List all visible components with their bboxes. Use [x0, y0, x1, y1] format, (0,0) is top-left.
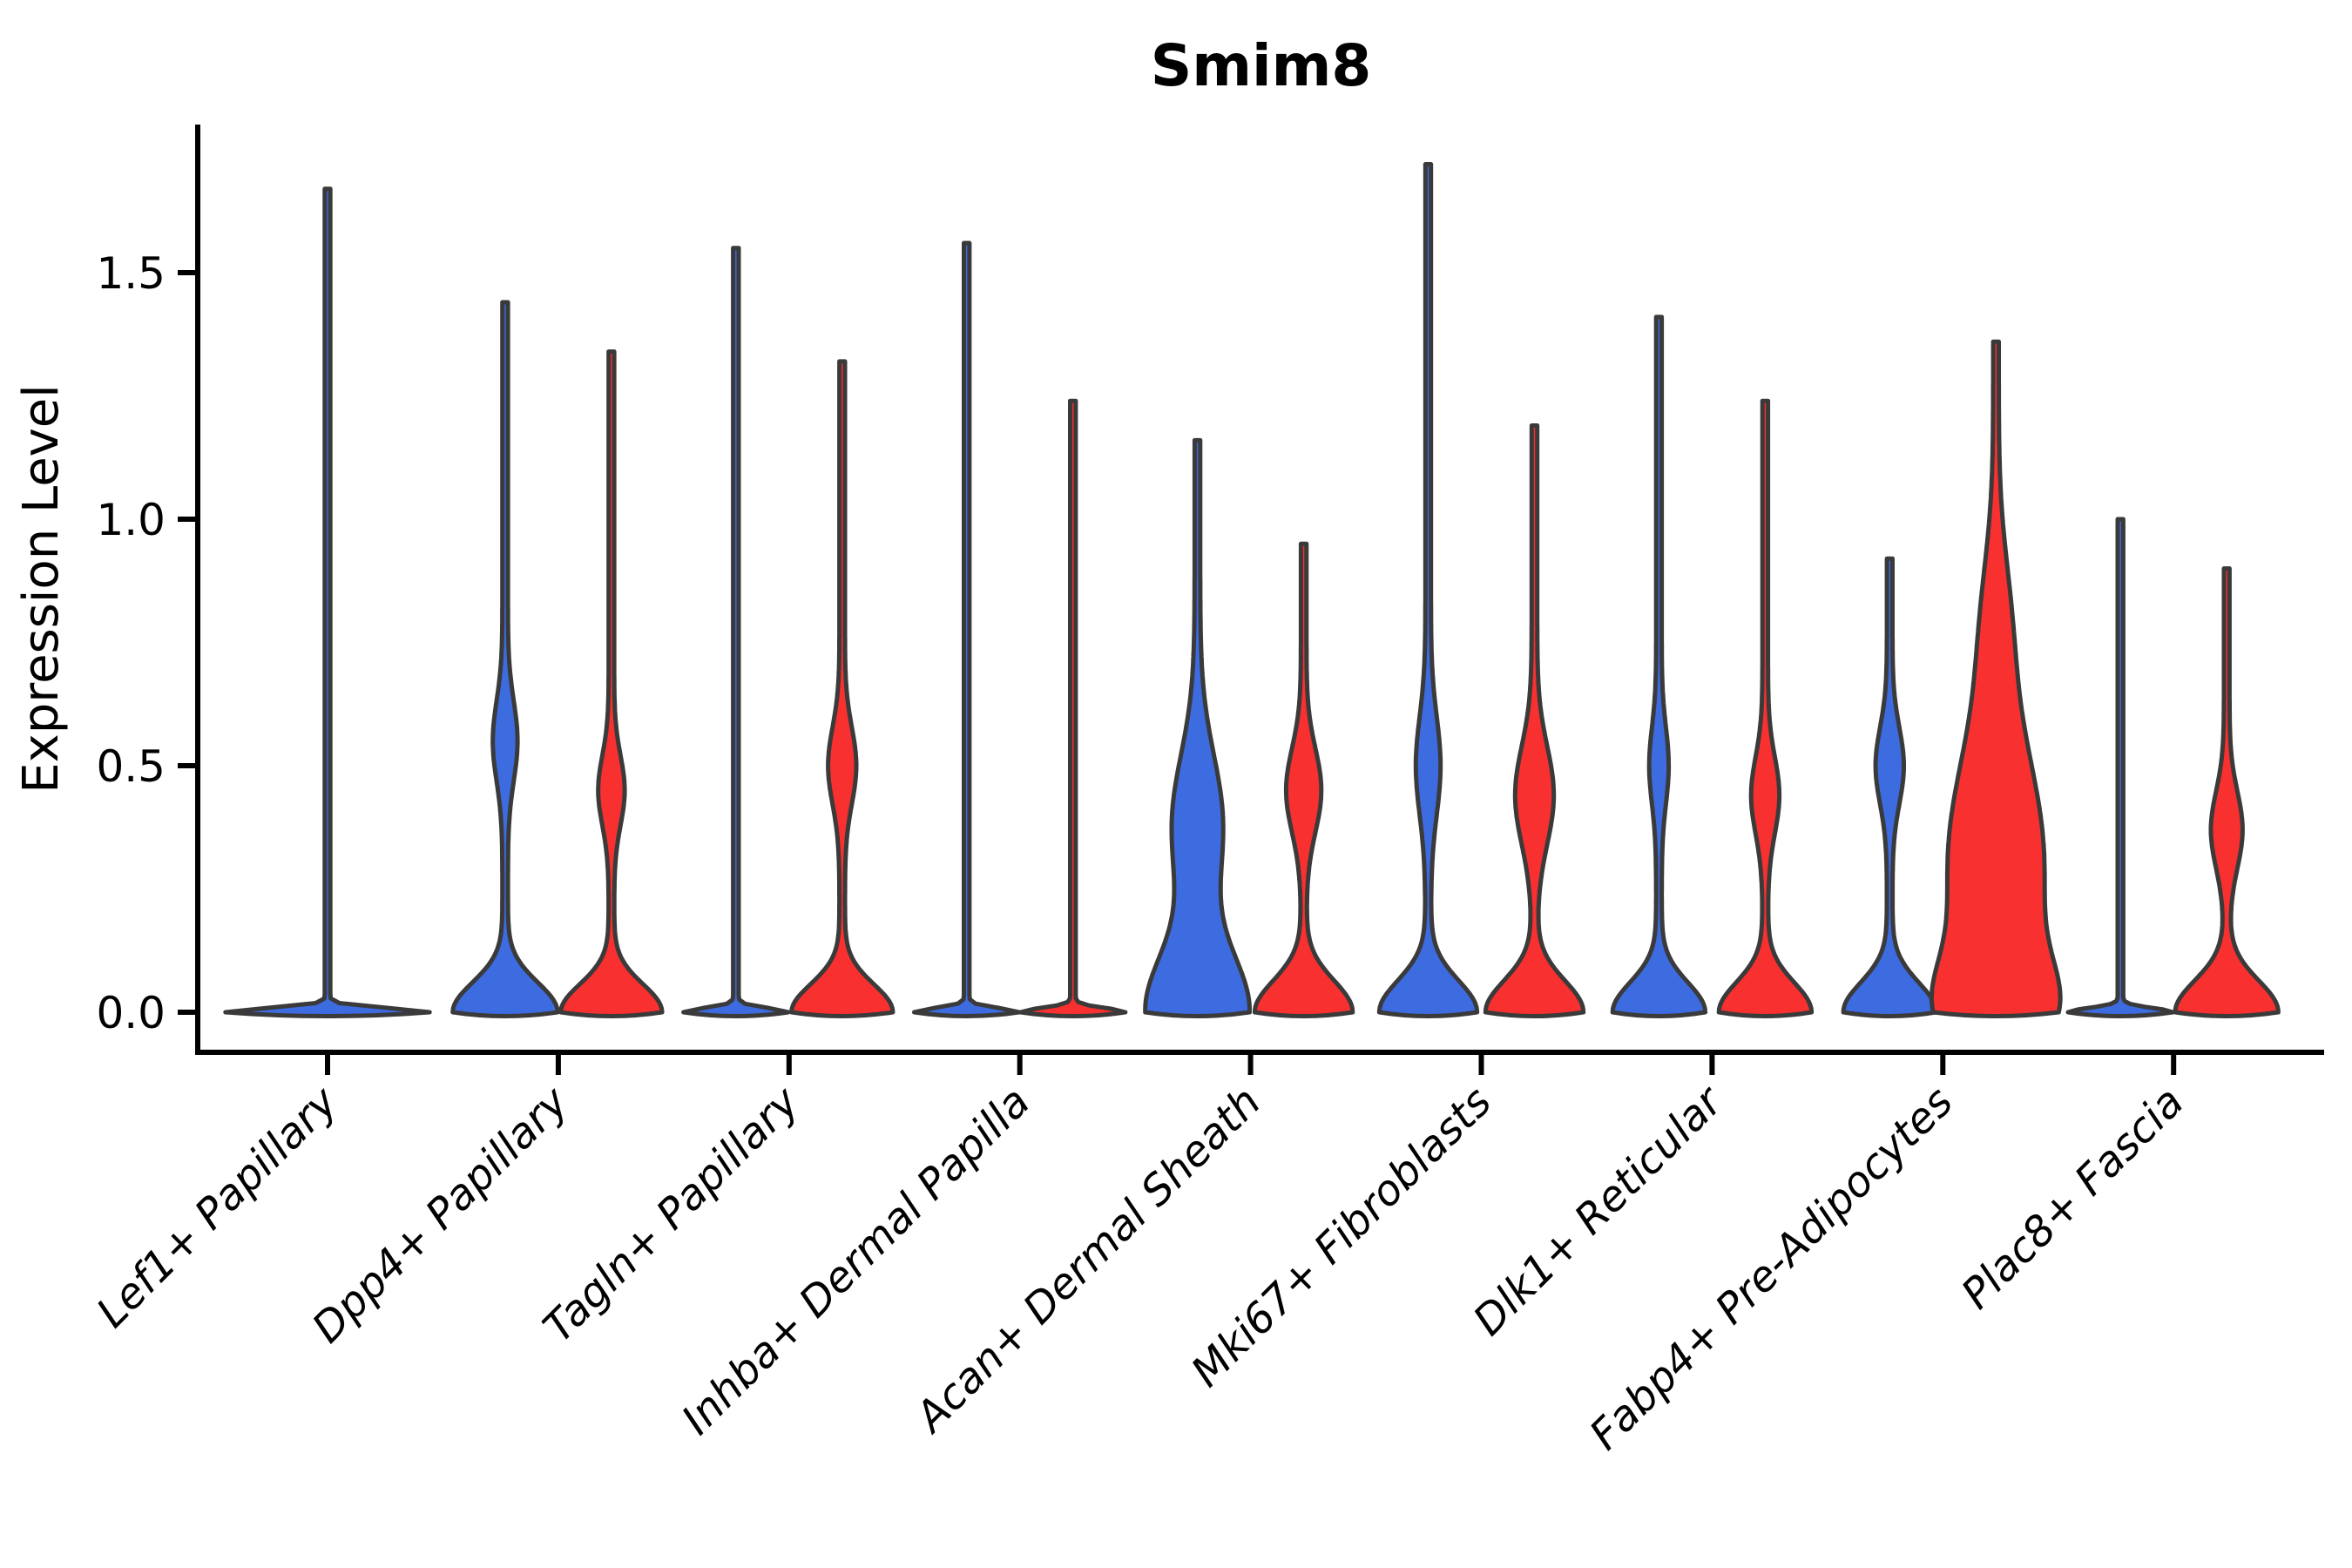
x-tick-label-fabp4-pre-adipocytes: Fabp4+ Pre-Adipocytes	[1580, 1078, 1963, 1460]
violin-inhba-dermal-papilla-a	[912, 240, 1022, 1018]
violin-dlk1-reticular-a	[1610, 314, 1708, 1018]
violin-inhba-dermal-papilla-b	[1018, 398, 1128, 1018]
violin-fabp4-pre-adipocytes-b	[1929, 339, 2063, 1018]
violin-acan-dermal-sheath-b	[1252, 541, 1355, 1018]
violin-dpp4-papillary-b	[558, 349, 665, 1018]
y-tick-label: 1.0	[96, 495, 166, 545]
x-tick-label-dpp4-papillary: Dpp4+ Papillary	[303, 1077, 578, 1352]
violin-dlk1-reticular-b	[1716, 398, 1815, 1018]
chart-title: Smim8	[1151, 32, 1372, 99]
y-tick-label: 1.5	[96, 248, 166, 299]
violin-plac8-fascia-b	[2173, 566, 2281, 1018]
violin-tagln-papillary-a	[681, 246, 791, 1018]
y-tick-label: 0.5	[96, 741, 166, 792]
y-axis-label: Expression Level	[13, 384, 70, 794]
y-tick-label: 0.0	[96, 988, 166, 1038]
violin-mki67-fibroblasts-a	[1376, 162, 1480, 1018]
violin-acan-dermal-sheath-a	[1143, 437, 1252, 1018]
x-tick-label-dlk1-reticular: Dlk1+ Reticular	[1464, 1076, 1734, 1346]
violin-fabp4-pre-adipocytes-a	[1841, 556, 1938, 1018]
x-tick-label-tagln-papillary: Tagln+ Papillary	[534, 1077, 809, 1352]
violin-plac8-fascia-a	[2065, 517, 2175, 1018]
violin-tagln-papillary-b	[789, 359, 896, 1018]
violin-mki67-fibroblasts-b	[1483, 423, 1586, 1018]
axes-spines	[195, 125, 2324, 1055]
violin-dpp4-papillary-a	[450, 300, 560, 1018]
x-tick-label-lef1-papillary: Lef1+ Papillary	[87, 1077, 348, 1337]
x-tick-label-plac8-fascia: Plac8+ Fascia	[1952, 1078, 2193, 1319]
violin-lef1-papillary-a	[223, 186, 432, 1018]
